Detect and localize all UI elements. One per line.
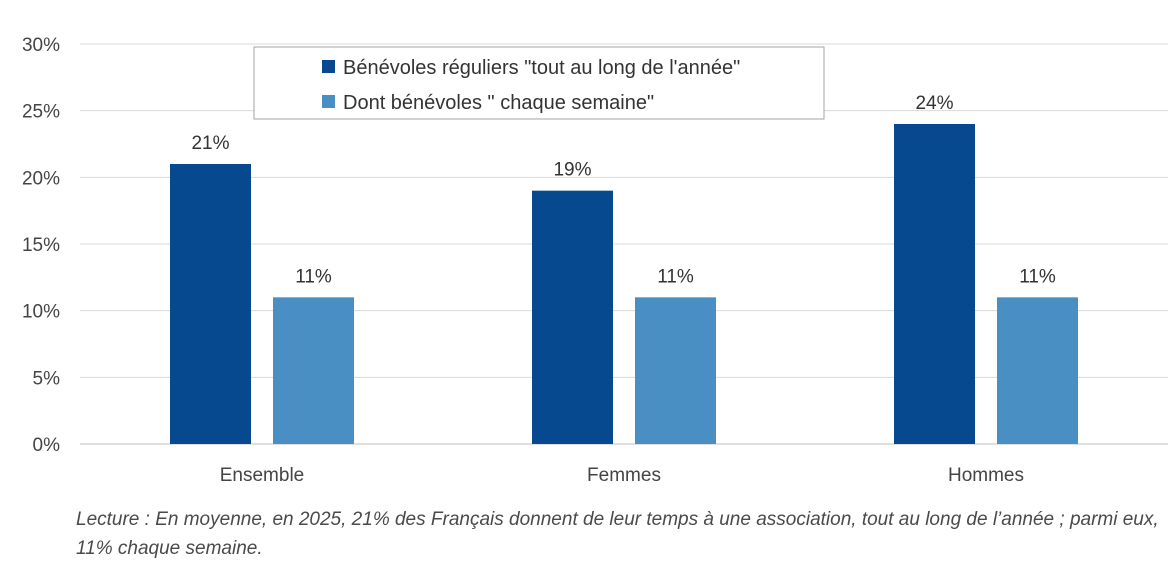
legend-box	[253, 46, 825, 120]
legend: Bénévoles réguliers "tout au long de l'a…	[253, 46, 825, 120]
y-tick-label: 0%	[33, 435, 61, 456]
data-label: 24%	[915, 93, 953, 114]
data-label: 21%	[191, 133, 229, 154]
y-tick-label: 10%	[22, 302, 60, 323]
x-axis-categories: Ensemble Femmes Hommes	[220, 465, 1024, 486]
bars	[170, 124, 1078, 444]
bar	[273, 297, 354, 444]
bar	[894, 124, 975, 444]
y-tick-label: 15%	[22, 235, 60, 256]
data-label: 11%	[657, 266, 694, 287]
x-category-label: Ensemble	[220, 465, 305, 486]
data-label: 11%	[1019, 266, 1056, 287]
y-tick-label: 30%	[22, 35, 60, 56]
chart-svg: 0% 5% 10% 15% 20% 25% 30% 21% 11% 19% 11% 24% 11% E…	[22, 35, 1168, 486]
bar	[635, 297, 716, 444]
legend-entry: Bénévoles réguliers "tout au long de l'a…	[343, 57, 740, 79]
y-tick-label: 25%	[22, 102, 60, 123]
chart-caption: Lecture : En moyenne, en 2025, 21% des F…	[76, 509, 1159, 559]
bar-chart: 0% 5% 10% 15% 20% 25% 30% 21% 11% 19% 11% 24% 11% E…	[22, 35, 1168, 486]
data-label: 11%	[295, 266, 332, 287]
legend-entry: Dont bénévoles " chaque semaine"	[343, 92, 654, 114]
x-category-label: Hommes	[948, 465, 1024, 486]
bar	[170, 164, 251, 444]
data-labels: 21% 11% 19% 11% 24% 11%	[191, 93, 1055, 287]
bar	[997, 297, 1078, 444]
legend-swatch	[322, 60, 335, 73]
y-axis-ticks: 0% 5% 10% 15% 20% 25% 30%	[22, 35, 60, 456]
data-label: 19%	[553, 160, 591, 181]
x-category-label: Femmes	[587, 465, 661, 486]
y-tick-label: 20%	[22, 168, 60, 189]
y-tick-label: 5%	[33, 368, 61, 389]
bar	[532, 190, 613, 444]
legend-swatch	[322, 95, 335, 108]
